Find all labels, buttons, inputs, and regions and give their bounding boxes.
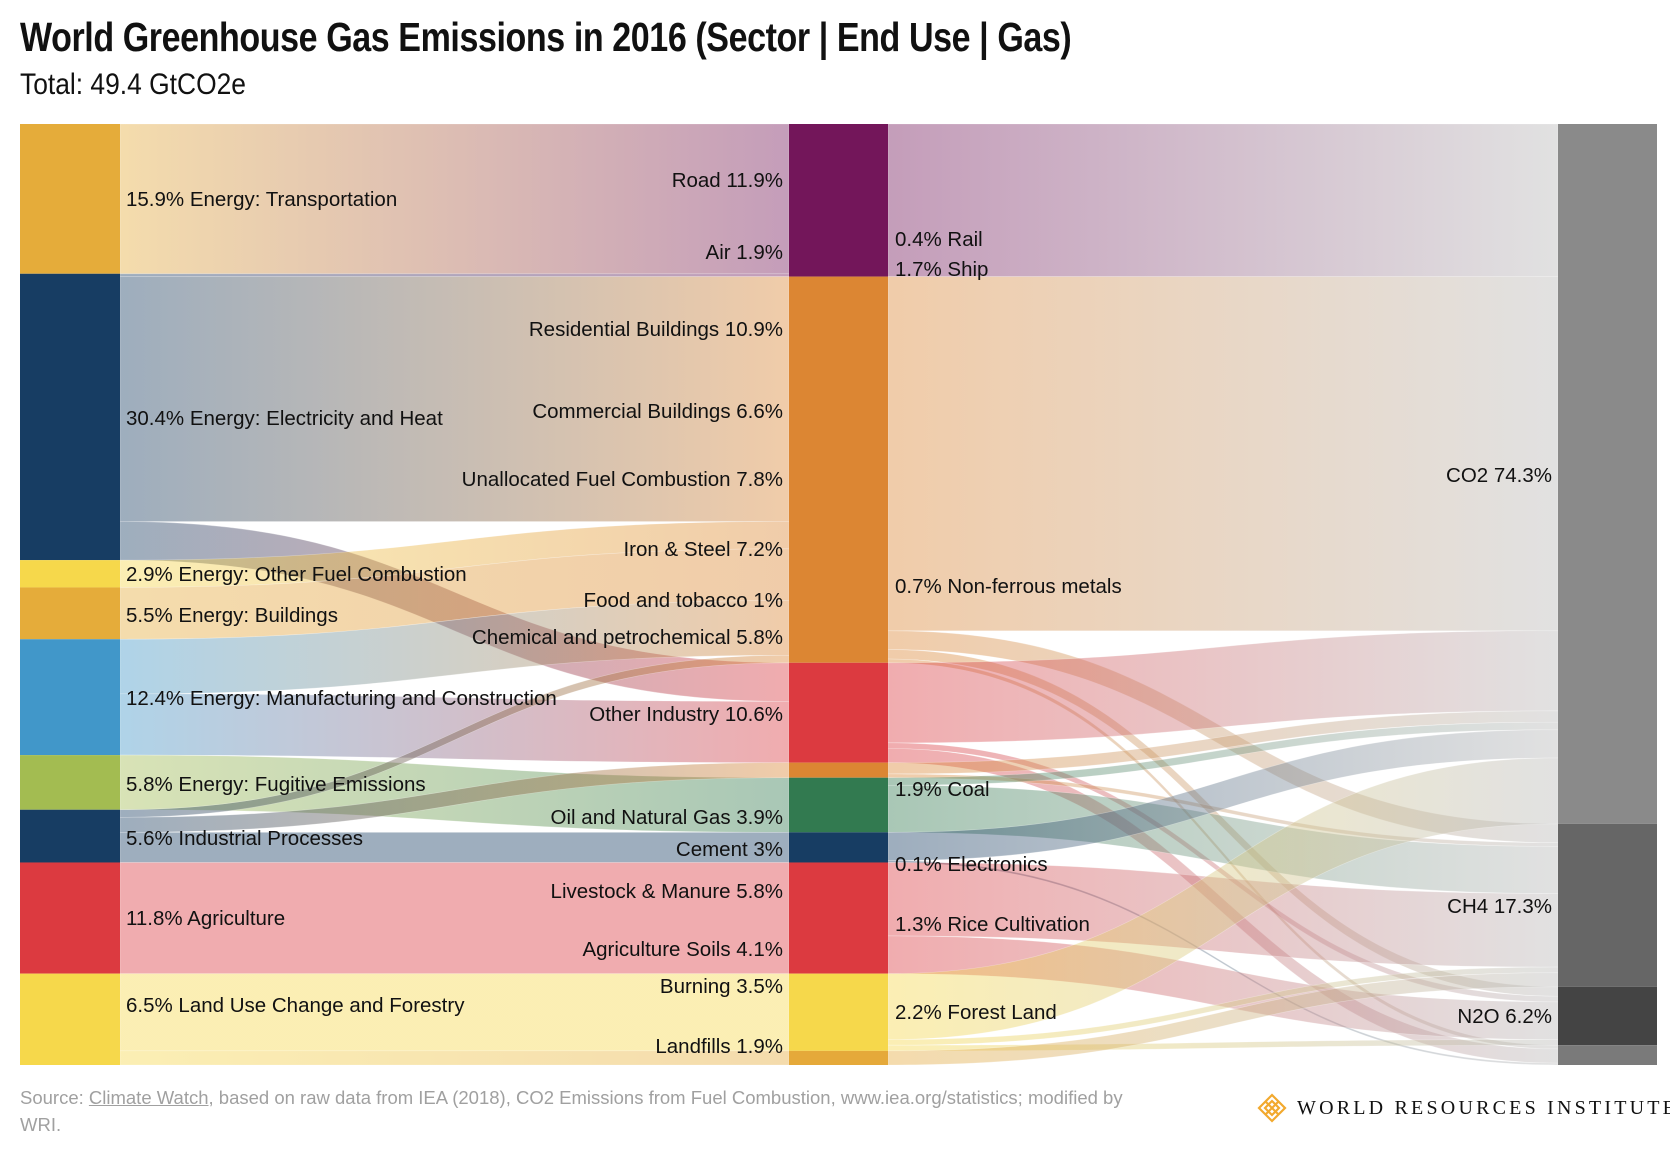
chart-subtitle: Total: 49.4 GtCO2e: [20, 68, 246, 101]
sankey-node: [789, 762, 888, 778]
sector-label: 6.5% Land Use Change and Forestry: [126, 993, 465, 1017]
sankey-node: [789, 662, 888, 763]
sankey-link: [887, 123, 1559, 277]
end-use-label: Road 11.9%: [671, 168, 783, 192]
end-use-label: 0.4% Rail: [895, 227, 983, 251]
sankey-node: [20, 862, 120, 974]
wri-logo: WORLD RESOURCES INSTITUTE: [1257, 1093, 1670, 1123]
sankey-node: [20, 273, 120, 561]
end-use-label: Chemical and petrochemical 5.8%: [471, 625, 783, 649]
wri-lattice-icon: [1257, 1093, 1287, 1123]
end-use-label: 0.1% Electronics: [895, 852, 1048, 876]
source-note: Source: Climate Watch, based on raw data…: [20, 1084, 1140, 1138]
end-use-label: Oil and Natural Gas 3.9%: [550, 805, 783, 829]
end-use-label: 0.7% Non-ferrous metals: [895, 574, 1122, 598]
sector-label: 11.8% Agriculture: [126, 906, 286, 930]
sector-label: 5.5% Energy: Buildings: [126, 603, 338, 627]
source-rest: , based on raw data from IEA (2018), CO2…: [20, 1087, 1123, 1135]
sankey-node: [20, 587, 120, 640]
climate-watch-link[interactable]: Climate Watch: [88, 1087, 209, 1108]
sector-label: 15.9% Energy: Transportation: [126, 187, 398, 211]
sankey-node: [789, 124, 888, 277]
sankey-node: [1558, 124, 1657, 824]
end-use-label: Unallocated Fuel Combustion 7.8%: [461, 467, 783, 491]
chart-title: World Greenhouse Gas Emissions in 2016 (…: [20, 14, 1072, 60]
sankey-node: [789, 276, 888, 663]
end-use-label: 1.7% Ship: [895, 257, 989, 281]
end-use-label: 2.2% Forest Land: [895, 1000, 1057, 1024]
sankey-node: [20, 809, 120, 863]
sector-label: 5.8% Energy: Fugitive Emissions: [126, 772, 426, 796]
end-use-label: Cement 3%: [675, 837, 783, 861]
sankey-node: [20, 639, 120, 756]
end-use-label: Other Industry 10.6%: [589, 702, 783, 726]
end-use-label: 1.9% Coal: [895, 777, 990, 801]
end-use-label: Commercial Buildings 6.6%: [532, 399, 783, 423]
wri-logo-text: WORLD RESOURCES INSTITUTE: [1297, 1096, 1670, 1119]
end-use-label: 1.3% Rice Cultivation: [895, 912, 1090, 936]
end-use-label: Landfills 1.9%: [655, 1034, 783, 1058]
source-prefix: Source:: [20, 1087, 89, 1108]
sankey-node: [1558, 823, 1657, 987]
sankey-node: [789, 777, 888, 833]
sector-label: 2.9% Energy: Other Fuel Combustion: [126, 562, 467, 586]
sankey-node: [20, 124, 120, 274]
end-use-label: Air 1.9%: [705, 240, 783, 264]
sankey-node: [789, 832, 888, 863]
sankey-node: [789, 1050, 888, 1065]
sankey-node: [20, 560, 120, 588]
sector-label: 12.4% Energy: Manufacturing and Construc…: [126, 686, 557, 710]
sankey-node: [20, 973, 120, 1065]
sankey-link: [119, 273, 790, 277]
end-use-label: Food and tobacco 1%: [583, 588, 783, 612]
sector-label: 5.6% Industrial Processes: [126, 826, 364, 850]
sankey-node: [1558, 1045, 1657, 1065]
end-use-label: Burning 3.5%: [659, 974, 783, 998]
gas-label: N2O 6.2%: [1457, 1004, 1552, 1028]
gas-label: CH4 17.3%: [1447, 894, 1552, 918]
sankey-node: [20, 755, 120, 810]
sankey-node: [1558, 986, 1657, 1046]
sankey-node: [789, 973, 888, 1051]
sankey-node: [789, 862, 888, 974]
end-use-label: Agriculture Soils 4.1%: [582, 937, 783, 961]
gas-label: CO2 74.3%: [1446, 463, 1552, 487]
end-use-label: Livestock & Manure 5.8%: [550, 879, 783, 903]
sector-label: 30.4% Energy: Electricity and Heat: [126, 406, 443, 430]
end-use-label: Residential Buildings 10.9%: [528, 317, 783, 341]
end-use-label: Iron & Steel 7.2%: [623, 537, 783, 561]
